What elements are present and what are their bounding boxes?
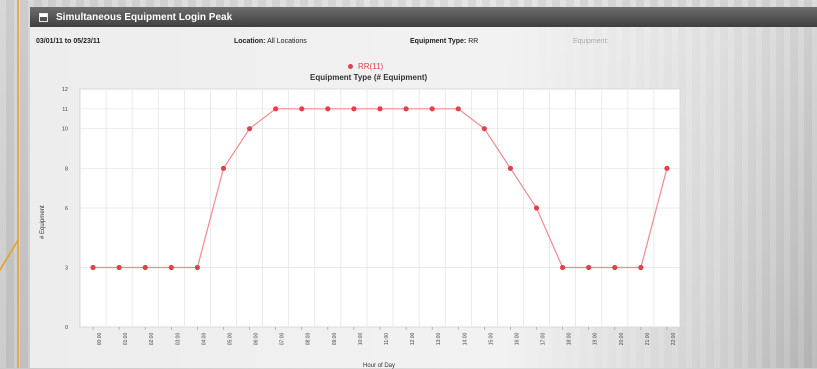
- data-point: [612, 264, 618, 271]
- data-point: [220, 165, 227, 171]
- data-point: [429, 106, 435, 112]
- x-tick-label: 01:00: [123, 333, 129, 346]
- y-tick-label: 11: [62, 107, 68, 113]
- y-tick-label: 0: [65, 325, 68, 331]
- x-tick-label: 14:00: [462, 333, 468, 346]
- equipment-type-filter: Equipment Type: RR: [410, 38, 478, 45]
- report-panel: Simultaneous Equipment Login Peak 03/01/…: [30, 7, 817, 369]
- window-icon[interactable]: [39, 12, 48, 22]
- x-tick-label: 18:00: [567, 333, 573, 346]
- x-tick-label: 15:00: [488, 333, 494, 346]
- x-tick-label: 06:00: [254, 333, 260, 346]
- x-tick-label: 03:00: [175, 333, 181, 346]
- x-tick-label: 08:00: [306, 333, 312, 346]
- y-tick-label: 6: [65, 206, 68, 212]
- x-tick-label: 19:00: [593, 333, 599, 346]
- x-tick-label: 20:00: [619, 333, 625, 346]
- data-point: [116, 264, 122, 271]
- data-point: [142, 264, 148, 271]
- panel-titlebar: Simultaneous Equipment Login Peak: [30, 7, 817, 27]
- data-point: [168, 264, 174, 271]
- location-filter: Location: All Locations: [234, 38, 307, 45]
- x-tick-label: 04:00: [201, 333, 207, 346]
- y-tick-label: 10: [62, 127, 68, 133]
- chart-title: Equipment Type (# Equipment): [310, 73, 428, 82]
- date-range: 03/01/11 to 05/23/11: [36, 38, 101, 45]
- data-point: [351, 106, 357, 112]
- y-tick-label: 8: [65, 166, 68, 172]
- y-tick-label: 12: [62, 87, 68, 93]
- data-point: [246, 126, 253, 132]
- filter-bar: 03/01/11 to 05/23/11 Location: All Locat…: [30, 34, 817, 50]
- data-point: [299, 106, 305, 112]
- legend-marker-icon: [348, 64, 353, 69]
- x-tick-label: 21:00: [645, 333, 651, 346]
- x-tick-label: 07:00: [280, 333, 286, 346]
- data-point: [638, 264, 644, 271]
- equipment-type-value: RR: [468, 38, 479, 45]
- location-label: Location:: [234, 38, 266, 45]
- x-tick-label: 22:00: [671, 333, 677, 346]
- equipment-type-label: Equipment Type:: [410, 38, 467, 45]
- x-tick-label: 10:00: [358, 333, 364, 346]
- x-tick-label: 16:00: [514, 333, 520, 346]
- data-point: [90, 264, 96, 271]
- data-point: [325, 106, 331, 112]
- panel-title: Simultaneous Equipment Login Peak: [56, 11, 233, 23]
- x-tick-label: 09:00: [332, 333, 338, 346]
- data-point: [377, 106, 383, 112]
- location-value: All Locations: [267, 38, 307, 45]
- data-point: [507, 165, 514, 171]
- data-point: [403, 106, 409, 112]
- x-tick-label: 13:00: [436, 333, 442, 346]
- x-tick-label: 12:00: [410, 333, 416, 346]
- chart-legend[interactable]: RR(11): [348, 62, 383, 71]
- data-point: [481, 126, 487, 132]
- data-point: [664, 165, 670, 171]
- x-tick-label: 00:00: [97, 333, 103, 346]
- x-tick-label: 11:00: [384, 333, 390, 345]
- legend-series-name: RR(11): [358, 62, 384, 71]
- data-point: [455, 106, 461, 112]
- data-point: [194, 264, 200, 271]
- x-tick-label: 17:00: [541, 333, 547, 346]
- accent-line: [0, 0, 19, 368]
- data-point: [586, 264, 592, 271]
- data-point: [273, 106, 279, 112]
- data-point: [533, 205, 540, 211]
- x-tick-label: 05:00: [227, 333, 233, 346]
- line-chart: 0 3 6 8 10 11 12 00:00 01:00 02:00 03:00 04:00 05:00…: [62, 87, 681, 346]
- x-tick-label: 02:00: [149, 333, 155, 346]
- equipment-label: Equipment:: [573, 38, 609, 45]
- x-axis-label: Hour of Day: [363, 363, 396, 369]
- y-tick-label: 3: [65, 266, 68, 272]
- data-point: [560, 264, 566, 271]
